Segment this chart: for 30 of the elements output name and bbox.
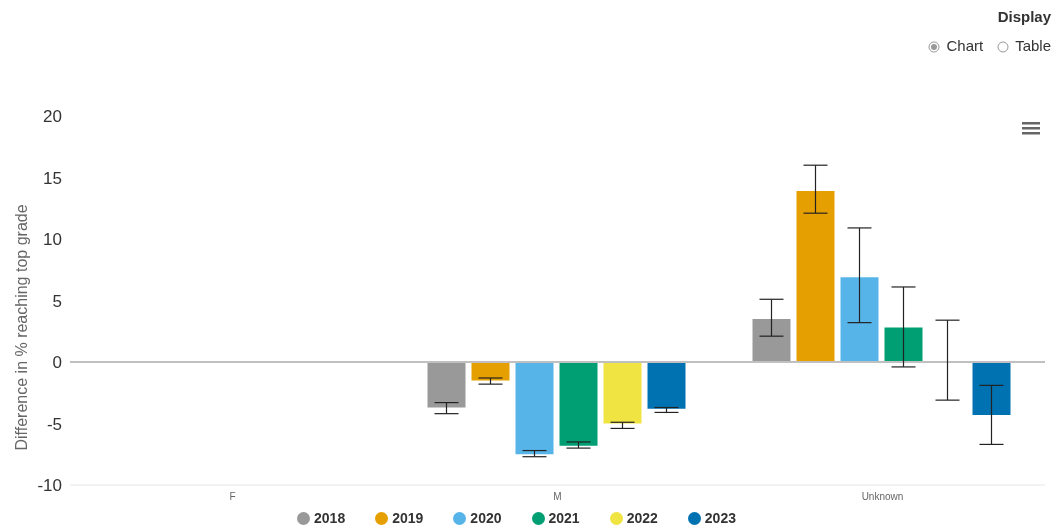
legend-label: 2018 xyxy=(314,510,346,526)
bar xyxy=(840,277,879,362)
bar xyxy=(559,362,598,446)
y-tick-label: 15 xyxy=(43,168,62,188)
y-axis-title: Difference in % reaching top grade xyxy=(12,204,30,451)
bar xyxy=(603,362,642,424)
x-tick-label: M xyxy=(553,491,562,503)
x-tick-label: Unknown xyxy=(861,491,904,503)
y-tick-label: 0 xyxy=(52,353,62,373)
legend-label: 2022 xyxy=(626,510,658,526)
text: Display xyxy=(996,8,1051,25)
legend-label: 2019 xyxy=(392,510,424,526)
bar xyxy=(427,362,466,408)
x-tick-label: F xyxy=(229,491,236,503)
bar xyxy=(972,362,1011,415)
legend-label: 2023 xyxy=(704,510,736,526)
bar xyxy=(647,362,686,409)
y-tick-label: 20 xyxy=(43,107,62,127)
legend-label: 2020 xyxy=(470,510,502,526)
bar xyxy=(515,362,554,455)
legend-label: 2021 xyxy=(548,510,580,526)
text: Chart xyxy=(945,37,984,54)
y-tick-label: 5 xyxy=(52,291,62,311)
text: Table xyxy=(1014,37,1051,54)
bar xyxy=(884,327,923,362)
y-tick-label: -10 xyxy=(37,476,62,496)
y-tick-label: 10 xyxy=(43,230,62,250)
y-tick-label: -5 xyxy=(46,414,62,434)
bar xyxy=(796,191,835,362)
bar xyxy=(752,318,791,362)
